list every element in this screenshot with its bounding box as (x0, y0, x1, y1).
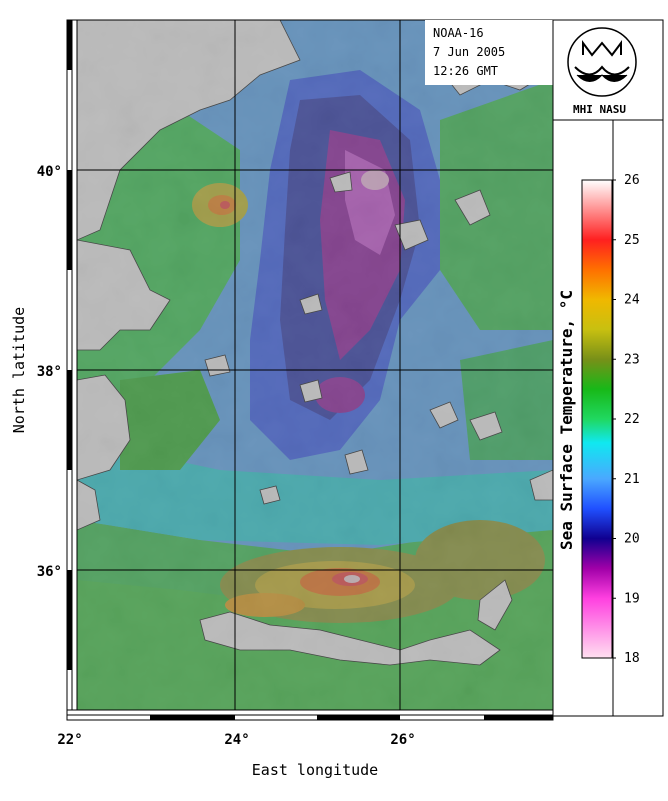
colorbar-tick-label: 18 (624, 651, 640, 666)
colorbar-ticks: 26 25 24 23 22 21 20 19 18 (612, 173, 640, 666)
colorbar-title: Sea Surface Temperature, °C (557, 290, 576, 550)
colorbar-tick-label: 25 (624, 233, 640, 248)
colorbar-tick-label: 22 (624, 412, 640, 427)
colorbar-tick-label: 23 (624, 352, 640, 367)
lon-tick-24: 24° (224, 732, 249, 748)
latitude-scale-bar (66, 19, 78, 717)
longitude-scale-bar (66, 709, 554, 721)
mhi-logo: MHI NASU (567, 27, 637, 116)
logo-label: MHI NASU (573, 103, 626, 116)
lon-tick-26: 26° (390, 732, 415, 748)
lat-tick-36: 36° (37, 564, 62, 580)
lon-tick-22: 22° (57, 732, 82, 748)
lat-tick-38: 38° (37, 364, 62, 380)
lat-tick-40: 40° (37, 164, 62, 180)
sea-surface-temperature-field (77, 20, 553, 710)
longitude-tick-labels: 22° 24° 26° (57, 732, 415, 748)
date-label: 7 Jun 2005 (433, 45, 505, 59)
colorbar-gradient (581, 179, 613, 659)
colorbar-tick-label: 24 (624, 293, 640, 308)
colorbar-tick-label: 26 (624, 173, 640, 188)
y-axis-title: North latitude (10, 307, 28, 433)
latitude-tick-labels: 40° 38° 36° (37, 164, 62, 580)
lat-lon-grid (72, 20, 553, 716)
colorbar-tick-label: 21 (624, 472, 640, 487)
colorbar-tick-label: 20 (624, 532, 640, 547)
info-box-background (425, 20, 553, 85)
colorbar-tick-label: 19 (624, 591, 640, 606)
time-label: 12:26 GMT (433, 64, 498, 78)
colorbar: 26 25 24 23 22 21 20 19 18 Sea Surface Temperatu… (557, 173, 640, 666)
x-axis-title: East longitude (252, 761, 378, 779)
logo-emblem-icon (567, 27, 637, 97)
satellite-label: NOAA-16 (433, 26, 484, 40)
